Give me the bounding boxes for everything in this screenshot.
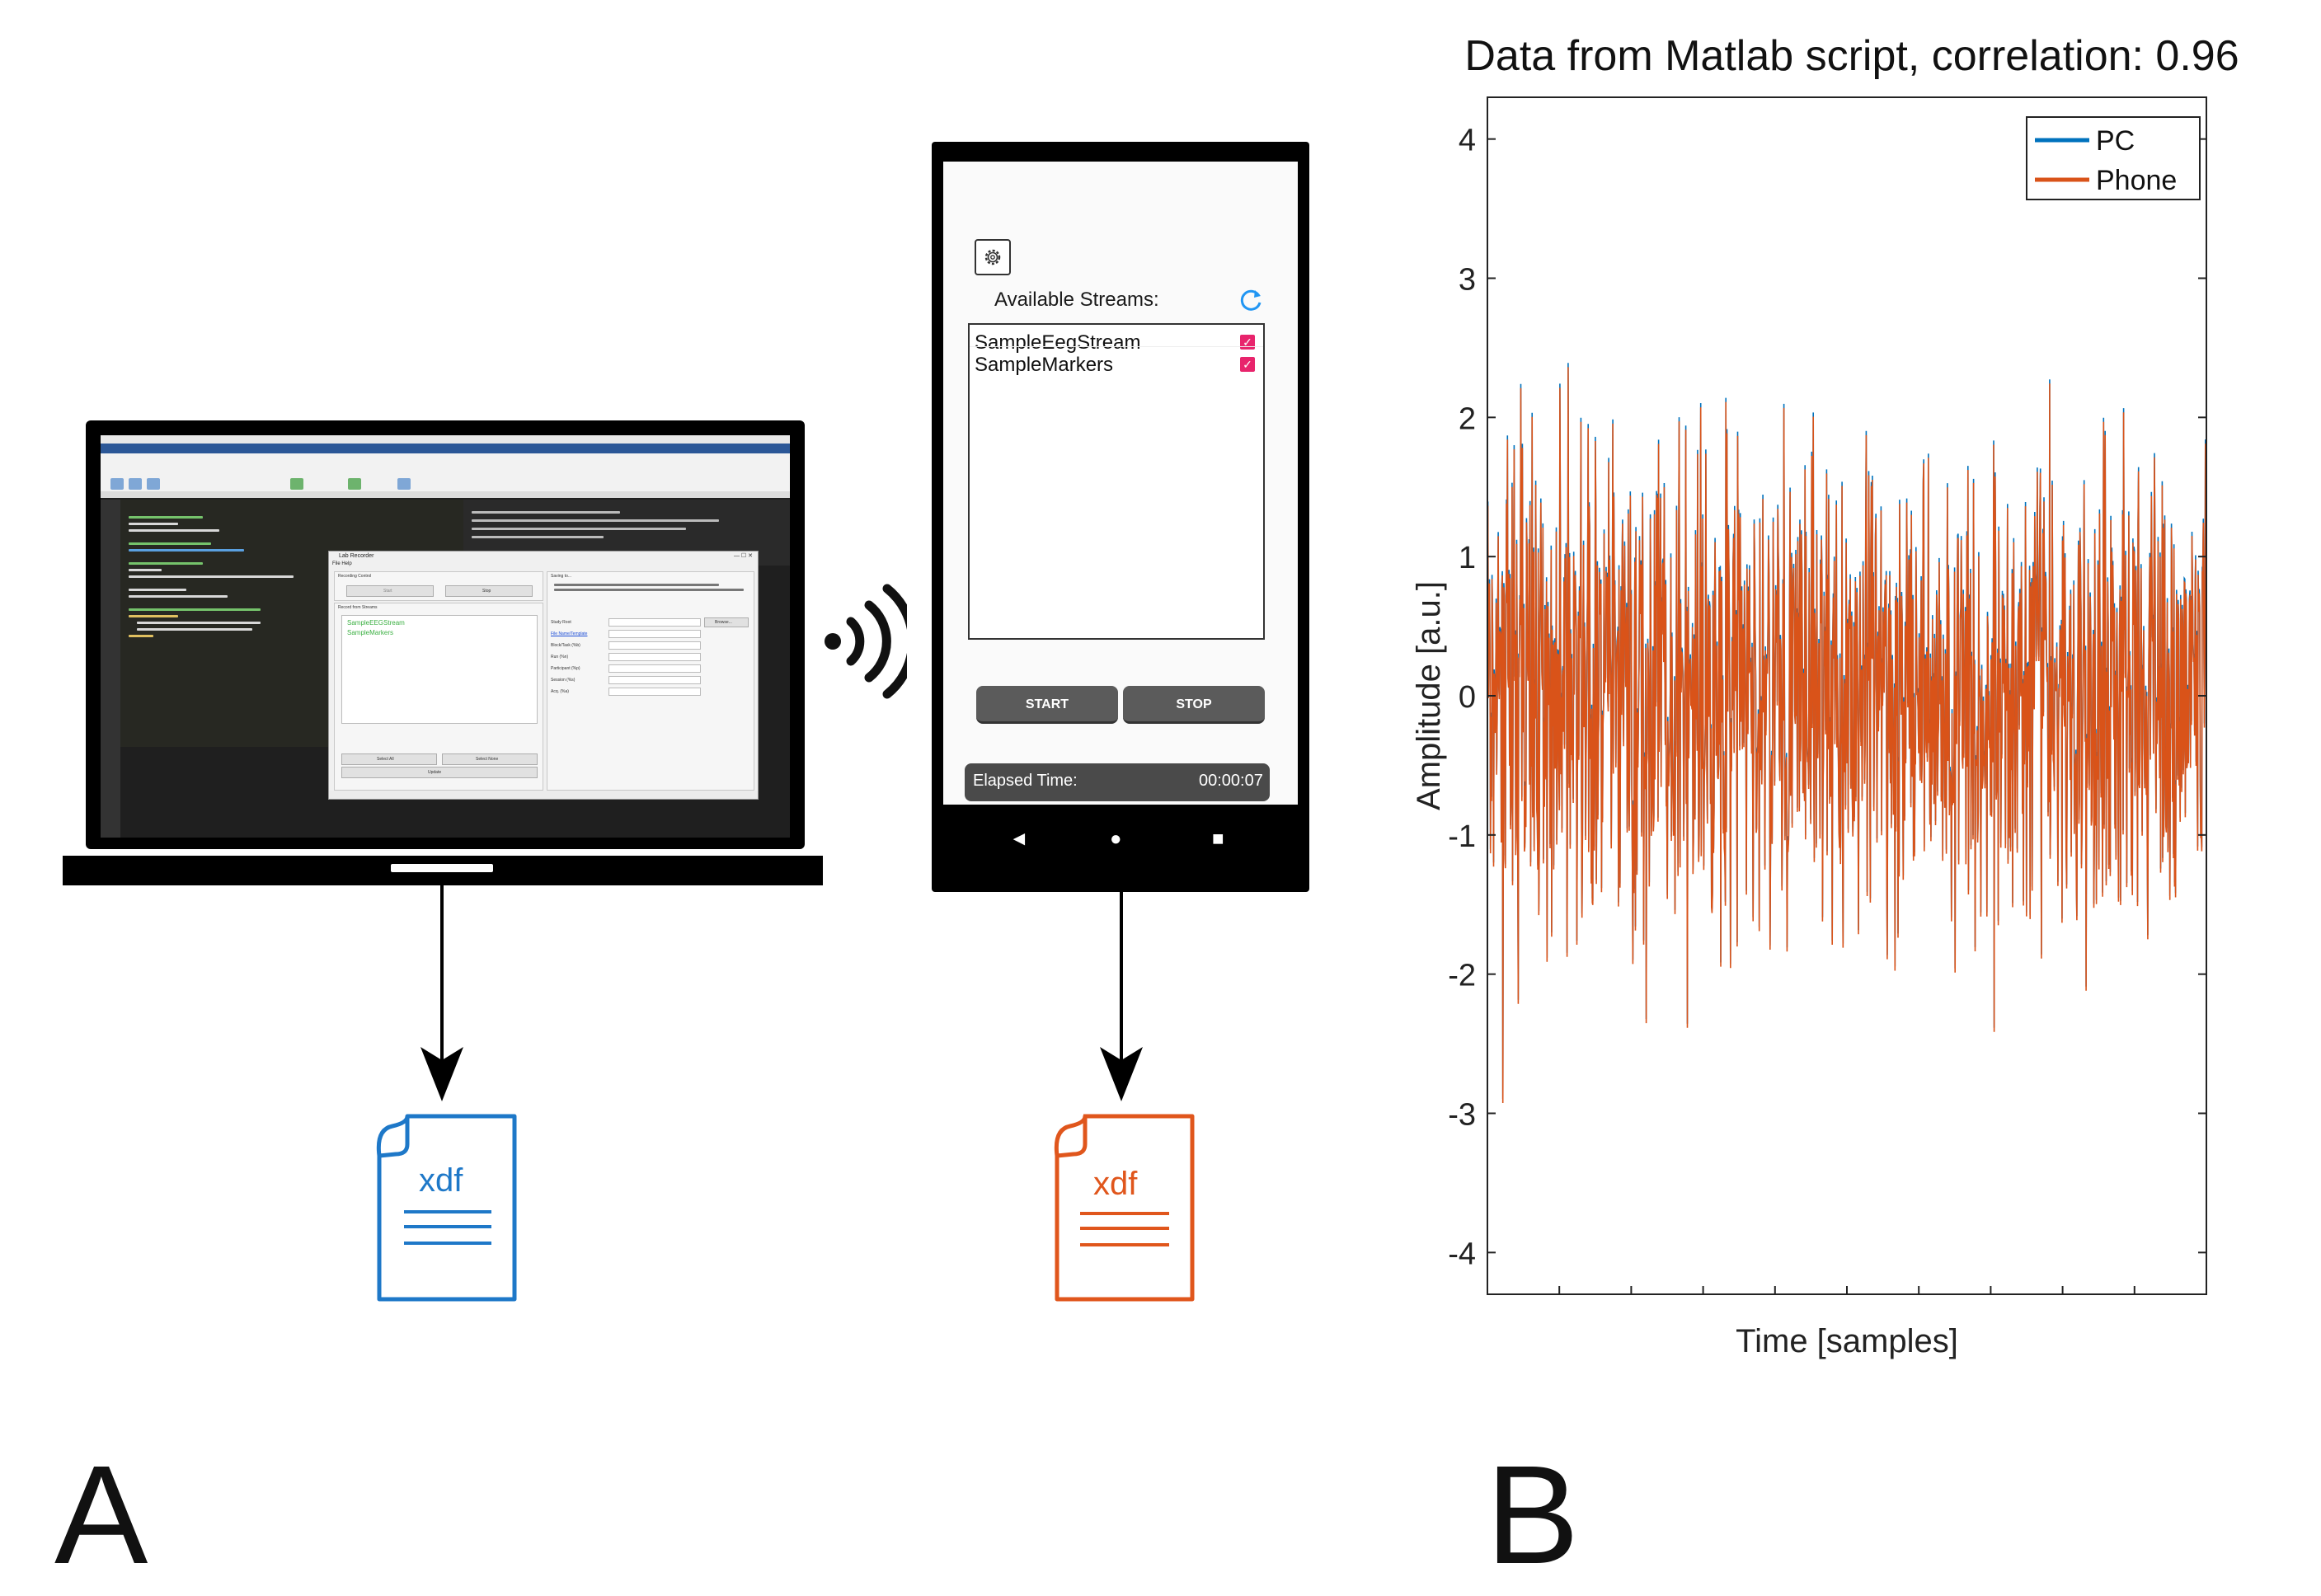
y-tick-label: -2	[1448, 959, 1476, 993]
ribbon-icon	[348, 478, 361, 490]
window-controls[interactable]: — ☐ ✕	[733, 553, 753, 559]
record-from-streams-label: Record from Streams	[338, 605, 378, 610]
ribbon-icon	[147, 478, 160, 490]
participant-field[interactable]	[608, 664, 701, 673]
saving-group: Saving to... Study Root Browse... File N…	[547, 571, 754, 791]
laptop-display: Lab Recorder File Help — ☐ ✕ Recording C…	[101, 435, 790, 838]
browse-button[interactable]: Browse...	[704, 617, 749, 627]
stop-button[interactable]: STOP	[1123, 686, 1265, 724]
run-label: Run (%n)	[551, 655, 569, 660]
nav-back-icon[interactable]: ◄	[1009, 828, 1029, 850]
lr-stream-item[interactable]: SampleMarkers	[347, 629, 394, 636]
lr-start-button[interactable]: Start	[346, 585, 434, 597]
y-tick-label: -3	[1448, 1098, 1476, 1133]
recording-control-label: Recording Control	[338, 574, 372, 579]
file-name-template-label[interactable]: File Name/Template	[551, 631, 588, 636]
acq-field[interactable]	[608, 688, 701, 696]
matlab-path-bar	[101, 491, 790, 498]
y-axis-label: Amplitude [a.u.]	[1411, 581, 1447, 810]
matlab-titlebar	[101, 435, 790, 444]
legend-box	[2026, 116, 2201, 200]
elapsed-time-value: 00:00:07	[1199, 772, 1263, 790]
legend-label-phone: Phone	[2096, 165, 2177, 196]
chart-title: Data from Matlab script, correlation: 0.…	[1464, 32, 2239, 80]
pc-xdf-file-icon	[376, 1114, 517, 1302]
laptop-to-file-arrow	[421, 885, 463, 1101]
matlab-tabs	[101, 444, 790, 453]
lab-recorder-menu: File Help	[332, 561, 352, 566]
nav-recents-icon[interactable]: ■	[1212, 828, 1224, 850]
stream-name: SampleEegStream	[975, 331, 1141, 354]
stream-name: SampleMarkers	[975, 354, 1114, 376]
ribbon-icon	[110, 478, 124, 490]
study-root-field[interactable]	[608, 618, 701, 627]
x-axis-ticks	[1558, 1286, 2135, 1294]
run-field[interactable]	[608, 653, 701, 661]
lab-recorder-status-bar	[329, 791, 758, 799]
phone-file-label: xdf	[1093, 1166, 1138, 1202]
ribbon-icon	[290, 478, 303, 490]
y-tick-label: -1	[1448, 819, 1476, 854]
flow-arrows	[376, 885, 1195, 1302]
nav-home-icon[interactable]: ●	[1110, 828, 1122, 850]
lab-recorder-window: Lab Recorder File Help — ☐ ✕ Recording C…	[328, 551, 759, 800]
settings-button[interactable]	[975, 239, 1011, 275]
recording-control-group: Recording Control Start Stop	[334, 571, 543, 601]
x-axis-label: Time [samples]	[1736, 1323, 1958, 1359]
study-root-label: Study Root	[551, 620, 571, 625]
series-line-phone	[1487, 367, 2207, 1104]
start-button[interactable]: START	[976, 686, 1118, 724]
laptop-notch	[391, 864, 493, 872]
stream-row[interactable]: SampleMarkers ✓	[970, 346, 1263, 383]
y-tick-label: 2	[1459, 401, 1476, 436]
lab-recorder-title: Lab Recorder	[339, 553, 374, 559]
file-name-field[interactable]	[608, 630, 701, 638]
record-from-streams-group: Record from Streams SampleEEGStream Samp…	[334, 603, 543, 791]
block-task-field[interactable]	[608, 641, 701, 650]
panel-label-a: A	[54, 1437, 148, 1594]
available-streams-label: Available Streams:	[994, 289, 1159, 311]
stream-row[interactable]: SampleEegStream ✓	[970, 325, 1263, 361]
ribbon-icon	[129, 478, 142, 490]
lr-select-all-button[interactable]: Select All	[341, 753, 437, 765]
wireless-signal-icon	[825, 584, 907, 699]
legend-label-pc: PC	[2096, 125, 2135, 157]
gear-icon	[984, 249, 1001, 265]
lr-select-none-button[interactable]: Select None	[442, 753, 538, 765]
session-field[interactable]	[608, 676, 701, 684]
refresh-icon[interactable]	[1238, 287, 1265, 313]
y-axis-ticks: -4 -3 -2 -1 0 1 2 3 4	[1448, 124, 2206, 1271]
y-tick-label: 3	[1459, 262, 1476, 297]
elapsed-time-label: Elapsed Time:	[973, 772, 1078, 790]
stream-checkbox[interactable]: ✓	[1240, 335, 1255, 350]
saving-to-label: Saving to...	[551, 574, 572, 579]
y-tick-label: -4	[1448, 1237, 1476, 1271]
pc-file-label: xdf	[419, 1162, 463, 1199]
legend: PC Phone	[2026, 116, 2201, 200]
lr-stream-list[interactable]: SampleEEGStream SampleMarkers	[341, 615, 538, 724]
participant-label: Participant (%p)	[551, 666, 580, 671]
ribbon-icon	[397, 478, 411, 490]
y-tick-label: 0	[1459, 680, 1476, 715]
lr-stream-item[interactable]: SampleEEGStream	[347, 619, 405, 627]
lr-update-button[interactable]: Update	[341, 767, 538, 778]
phone-xdf-file-icon	[1054, 1114, 1195, 1302]
y-tick-label: 1	[1459, 541, 1476, 575]
y-tick-label: 4	[1459, 124, 1476, 158]
amplitude-chart: -4 -3 -2 -1 0 1 2 3 4 Time [samples] Amplitude […	[1411, 96, 2207, 1359]
matlab-ribbon	[101, 453, 790, 491]
lr-stop-button[interactable]: Stop	[445, 585, 533, 597]
elapsed-time-bar	[965, 763, 1270, 801]
stream-checkbox[interactable]: ✓	[1240, 357, 1255, 372]
phone-to-file-arrow	[1100, 892, 1143, 1101]
stream-list: SampleEegStream ✓ SampleMarkers ✓	[968, 323, 1265, 640]
session-label: Session (%s)	[551, 678, 576, 683]
signal-traces	[1487, 363, 2207, 1104]
matlab-gutter	[101, 500, 120, 838]
acq-label: Acq. (%a)	[551, 689, 569, 694]
panel-label-b: B	[1486, 1437, 1580, 1594]
block-task-label: Block/Task (%b)	[551, 643, 580, 648]
